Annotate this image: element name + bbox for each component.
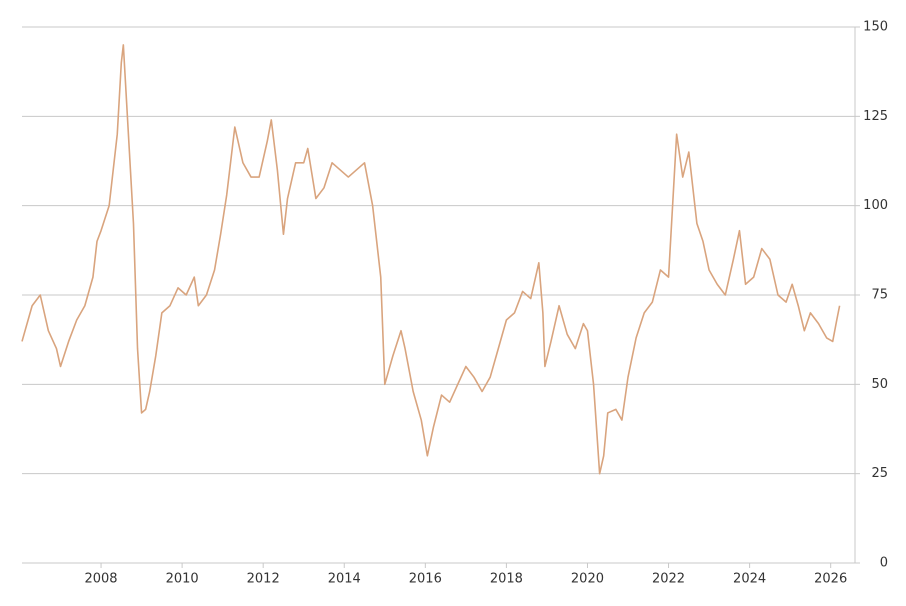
- x-tick-label: 2014: [328, 572, 361, 587]
- y-tick-label: 125: [863, 109, 888, 124]
- line: [21, 44, 841, 475]
- y-tick-label: 150: [863, 20, 888, 35]
- x-tick-label: 2012: [247, 572, 280, 587]
- x-tick-label: 2018: [490, 572, 523, 587]
- y-tick-label: 50: [871, 377, 888, 392]
- y-tick-label: 75: [871, 288, 888, 303]
- x-tick-label: 2008: [84, 572, 117, 587]
- x-tick-label: 2022: [652, 572, 685, 587]
- x-tick-label: 2010: [166, 572, 199, 587]
- x-tick-label: 2026: [814, 572, 847, 587]
- y-tick-label: 100: [863, 198, 888, 213]
- x-tick-label: 2024: [733, 572, 766, 587]
- x-tick-label: 2016: [409, 572, 442, 587]
- y-tick-label: 25: [871, 466, 888, 481]
- y-tick-label: 0: [880, 556, 888, 571]
- x-tick-label: 2020: [571, 572, 604, 587]
